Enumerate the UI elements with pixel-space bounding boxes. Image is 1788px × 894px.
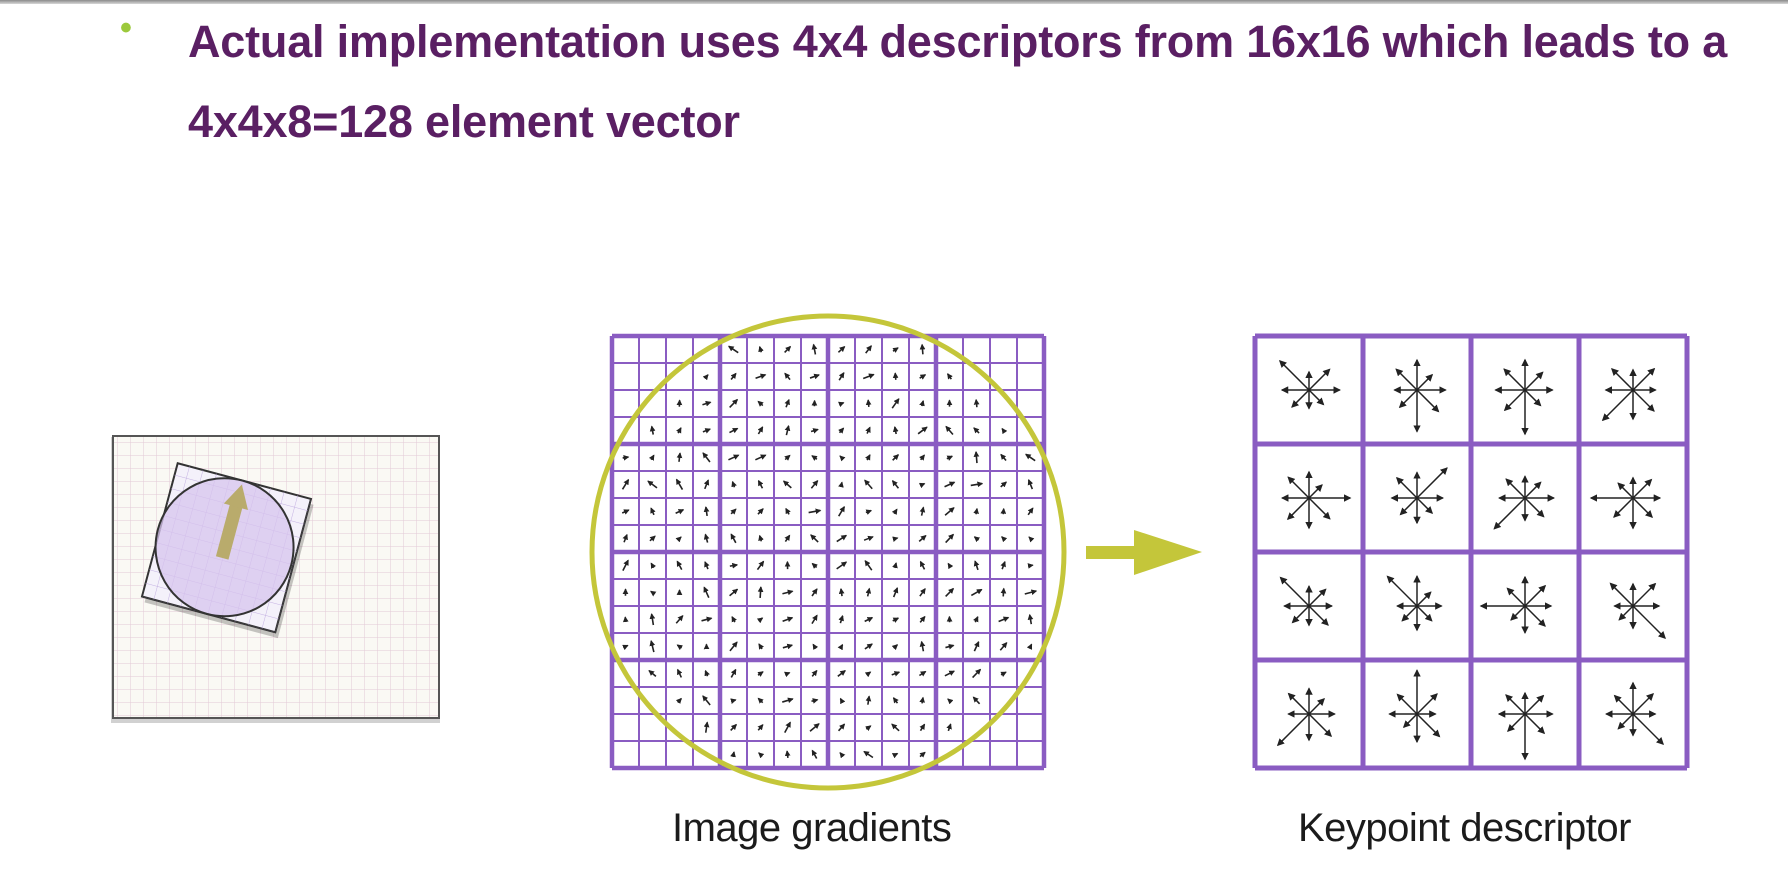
gradient-arrow [895, 373, 896, 380]
gradient-arrow [625, 617, 626, 622]
gradient-arrow [922, 345, 923, 355]
keypoint-thumbnail [111, 436, 440, 723]
gradient-arrow [787, 751, 788, 758]
gradient-arrow [623, 457, 629, 458]
gradient-arrow [868, 400, 869, 407]
keypoint-descriptor-caption: Keypoint descriptor [1298, 806, 1631, 851]
gradient-arrow [731, 700, 735, 701]
gradient-arrow [841, 589, 842, 596]
gradient-arrow [893, 538, 897, 539]
image-gradients-grid [592, 316, 1064, 788]
gradient-arrow [679, 453, 680, 462]
gradient-arrow [841, 482, 842, 486]
gradient-arrow [733, 752, 734, 757]
gradient-arrow [976, 452, 977, 463]
gradient-arrow [976, 400, 977, 407]
gradient-arrow [922, 698, 923, 704]
gradient-arrow [1003, 589, 1004, 597]
right-arrow-icon [1086, 530, 1202, 575]
keypoint-descriptor-grid [1255, 336, 1687, 768]
gradient-arrow [976, 509, 977, 514]
image-gradients-caption: Image gradients [672, 806, 951, 851]
gradient-arrow [760, 587, 761, 598]
gradient-arrow [1028, 565, 1033, 566]
